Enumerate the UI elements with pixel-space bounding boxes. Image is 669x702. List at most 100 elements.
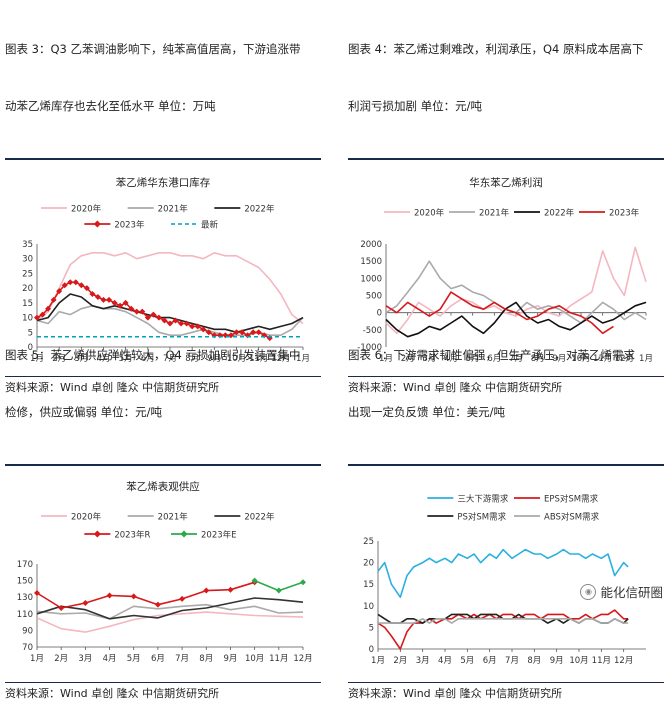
y-tick-label: 30 [22, 255, 33, 265]
legend-entry: 2020年 [41, 512, 102, 523]
x-tick-label: 3月 [416, 656, 430, 666]
series-point [78, 282, 85, 289]
y-tick-label: 10 [22, 314, 33, 324]
y-tick-label: -500 [363, 326, 382, 336]
y-tick-label: -1000 [357, 343, 382, 353]
series-point [89, 291, 96, 298]
x-tick-label: 1月 [371, 656, 385, 666]
series-point [130, 593, 137, 600]
source-note: 资料来源：Wind 卓创 隆众 中信期货研究所 [348, 381, 563, 394]
x-tick-label: 8月 [199, 654, 213, 664]
caption: 图表 3：Q3 乙苯调油影响下，纯苯高值居高，下游追涨带 动苯乙烯库存也去化至低… [5, 2, 321, 154]
x-tick-label: 6月 [483, 656, 497, 666]
y-tick-label: 5 [369, 623, 374, 633]
series-point [155, 314, 162, 321]
series-line [36, 603, 304, 620]
x-tick-label: 12月 [614, 656, 633, 666]
y-tick-label: 10 [363, 602, 374, 612]
series-point [239, 329, 246, 336]
legend-entry: 2023年R [84, 530, 150, 541]
y-tick-label: 15 [22, 299, 33, 309]
legend-label: 三大下游需求 [457, 494, 509, 505]
series-line [36, 293, 304, 334]
series-line [385, 301, 647, 338]
chart-demand: 三大下游需求 EPS对SM需求 PS对SM需求 ABS对SM需求 0 5 10 15 20 25 1… [363, 494, 646, 666]
series-point [161, 317, 168, 324]
y-tick-label: 70 [22, 643, 33, 653]
x-tick-label: 12月 [293, 654, 312, 664]
y-tick-label: 5 [28, 328, 33, 338]
series-point [227, 586, 234, 593]
x-tick-label: 11月 [592, 656, 611, 666]
series-point [150, 311, 157, 318]
x-tick-label: 6月 [487, 354, 501, 364]
legend-entry: 三大下游需求 [427, 494, 509, 505]
x-tick-label: 5月 [127, 654, 141, 664]
series-line [377, 548, 629, 598]
y-tick-label: 110 [17, 610, 33, 620]
x-tick-label: 4月 [438, 656, 452, 666]
source-note: 资料来源：Wind 卓创 隆众 中信期货研究所 [5, 381, 220, 394]
panel-inventory: 图表 3：Q3 乙苯调油影响下，纯苯高值居高，下游追涨带 动苯乙烯库存也去化至低… [5, 2, 321, 396]
x-tick-label: 9月 [223, 654, 237, 664]
source-note: 资料来源：Wind 卓创 隆众 中信期货研究所 [5, 687, 220, 700]
series-point [203, 587, 210, 594]
legend-label: PS对SM需求 [457, 512, 506, 523]
series-point [144, 314, 151, 321]
y-tick-label: 170 [17, 560, 33, 570]
legend-entry: EPS对SM需求 [514, 494, 599, 505]
series-point [61, 282, 68, 289]
series-line [36, 611, 304, 633]
legend-entry: 2021年 [127, 204, 189, 215]
x-tick-label: 2月 [401, 354, 415, 364]
series-point [133, 308, 140, 315]
x-tick-label: 1月 [30, 354, 44, 364]
series-point [94, 293, 101, 300]
panel-supply: 图表 5：苯乙烯供应弹性较大，Q4 亏损加剧引发装置集中 检修，供应或偏弱 单位… [5, 308, 321, 702]
x-tick-label: 1月 [296, 354, 310, 364]
x-tick-label: 11月 [593, 354, 612, 364]
series-point [111, 299, 118, 306]
legend-label: 2020年 [414, 208, 445, 219]
x-tick-label: 7月 [163, 354, 177, 364]
series-point [167, 320, 173, 327]
series-point [172, 317, 179, 324]
legend-label: 2022年 [244, 512, 275, 523]
series-point [189, 323, 196, 330]
caption: 图表 6：下游需求韧性偏强，但生产承压，对苯乙烯需求 出现一定负反馈 单位：美元… [348, 308, 664, 460]
legend-entry: 2023年 [84, 220, 145, 231]
caption-line: 检修，供应或偏弱 单位：元/吨 [5, 405, 163, 419]
x-tick-label: 4月 [444, 354, 458, 364]
series-point [117, 302, 124, 309]
legend-entry: 最新 [171, 220, 219, 231]
series-point [67, 279, 74, 286]
legend-label: ABS对SM需求 [544, 512, 600, 523]
chart-inventory: 苯乙烯华东港口库存 2020年 2021年 2022年 2023年 最新 0 5 10 15 20 2… [22, 176, 310, 364]
x-tick-label: 8月 [185, 354, 199, 364]
x-tick-label: 10月 [227, 354, 246, 364]
series-point [128, 305, 135, 312]
y-tick-label: 1000 [360, 274, 382, 284]
series-point [250, 329, 257, 336]
x-tick-label: 3月 [78, 654, 92, 664]
chart-title: 苯乙烯表观供应 [126, 480, 200, 493]
series-line [36, 252, 304, 325]
legend-label: 2021年 [158, 204, 189, 215]
series-point [72, 279, 79, 286]
x-tick-label: 6月 [141, 354, 155, 364]
series-point [56, 288, 63, 295]
legend-entry: 2022年 [214, 204, 275, 215]
series-point [34, 590, 40, 597]
legend-entry: 2023年 [579, 208, 640, 219]
x-tick-label: 8月 [527, 656, 541, 666]
series-point [100, 296, 107, 303]
y-tick-label: 20 [363, 559, 374, 569]
chart-supply: 苯乙烯表观供应 2020年 2021年 2022年 2023年R 2023年E 70 90 11… [17, 480, 313, 664]
x-tick-label: 11月 [249, 354, 268, 364]
x-tick-label: 1月 [30, 654, 44, 664]
legend-entry: 2022年 [214, 512, 275, 523]
legend-label: 2022年 [544, 208, 575, 219]
y-tick-label: 25 [363, 537, 374, 547]
x-tick-label: 10月 [571, 354, 590, 364]
chart-title: 华东苯乙烯利润 [469, 176, 543, 189]
